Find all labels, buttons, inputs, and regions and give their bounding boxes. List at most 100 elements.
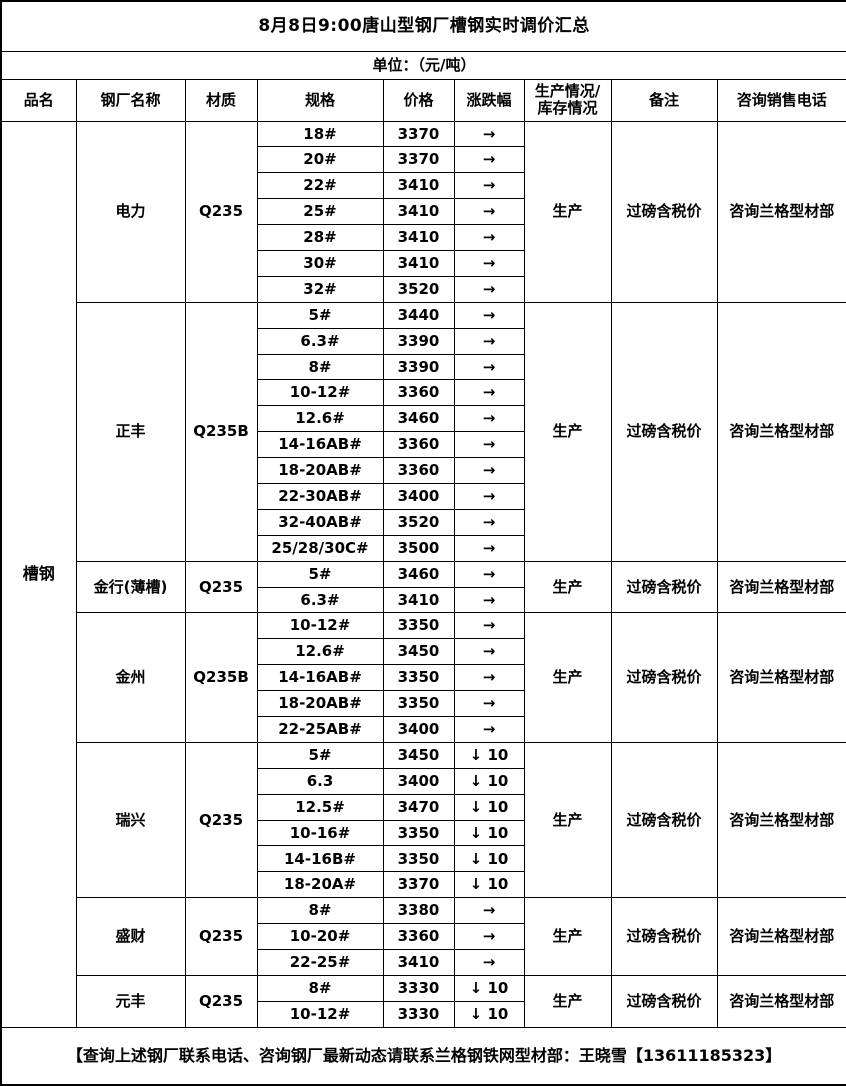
- table-row: 14-16B# 3350 ↓ 10: [1, 845, 846, 873]
- price-cell: 3470: [382, 793, 455, 821]
- col-header-product: 品名: [0, 78, 77, 122]
- change-cell: →: [453, 120, 525, 148]
- table-row: 14-16AB# 3350 →: [1, 664, 846, 692]
- factory-name-cell: 金州: [75, 612, 186, 743]
- table-row: 25/28/30C# 3500 →: [1, 534, 846, 562]
- table-row: 正丰 Q235B 5# 3440 → 生产 过磅含税价 咨询兰格型材部: [1, 301, 846, 562]
- spec-cell: 32#: [256, 275, 384, 303]
- change-cell: ↓ 10: [453, 741, 525, 769]
- production-status-cell: 生产: [523, 301, 612, 562]
- change-cell: →: [453, 405, 525, 433]
- phone-cell: 咨询兰格型材部: [716, 974, 846, 1028]
- price-cell: 3330: [382, 1000, 455, 1028]
- production-status-cell: 生产: [523, 612, 612, 743]
- price-cell: 3380: [382, 897, 455, 925]
- change-cell: →: [453, 664, 525, 692]
- production-status-cell: 生产: [523, 560, 612, 614]
- spec-cell: 22-25#: [256, 949, 384, 976]
- spec-cell: 10-16#: [256, 819, 384, 847]
- spec-cell: 20#: [256, 146, 384, 174]
- price-cell: 3400: [382, 767, 455, 795]
- material-cell: Q235: [184, 974, 258, 1028]
- production-status-cell: 生产: [523, 897, 612, 976]
- col-header-material: 材质: [184, 78, 258, 122]
- table-row: 8# 3390 →: [1, 353, 846, 381]
- remark-cell: 过磅含税价: [610, 974, 718, 1028]
- change-cell: →: [453, 560, 525, 588]
- spec-cell: 18#: [256, 120, 384, 148]
- spec-cell: 22-30AB#: [256, 482, 384, 510]
- price-cell: 3360: [382, 457, 455, 484]
- table-row: 12.6# 3460 →: [1, 405, 846, 433]
- col-header-phone: 咨询销售电话: [716, 78, 846, 122]
- page-title: 8月8日9:00唐山型钢厂槽钢实时调价汇总: [0, 0, 846, 52]
- spec-cell: 14-16AB#: [256, 431, 384, 459]
- change-cell: →: [453, 301, 525, 329]
- change-cell: →: [453, 534, 525, 562]
- change-cell: →: [453, 353, 525, 381]
- price-cell: 3460: [382, 560, 455, 588]
- change-cell: ↓ 10: [453, 845, 525, 873]
- production-status-cell: 生产: [523, 120, 612, 303]
- spec-cell: 25/28/30C#: [256, 534, 384, 562]
- change-cell: →: [453, 275, 525, 303]
- spec-cell: 10-12#: [256, 612, 384, 640]
- spec-cell: 12.6#: [256, 405, 384, 433]
- footer-row: 【查询上述钢厂联系电话、咨询钢厂最新动态请联系兰格钢铁网型材部：王晓雪【1361…: [0, 1026, 846, 1086]
- spec-cell: 32-40AB#: [256, 508, 384, 536]
- price-cell: 3410: [382, 586, 455, 614]
- spec-cell: 18-20A#: [256, 871, 384, 899]
- remark-cell: 过磅含税价: [610, 612, 718, 743]
- table-row: 瑞兴 Q235 5# 3450 ↓ 10 生产 过磅含税价 咨询兰格型材部: [1, 741, 846, 899]
- spec-cell: 12.6#: [256, 638, 384, 666]
- phone-cell: 咨询兰格型材部: [716, 120, 846, 303]
- price-cell: 3460: [382, 405, 455, 433]
- spec-cell: 18-20AB#: [256, 457, 384, 484]
- unit-label: 单位：（元/吨）: [0, 50, 846, 80]
- change-cell: →: [453, 379, 525, 407]
- price-cell: 3350: [382, 612, 455, 640]
- change-cell: →: [453, 457, 525, 484]
- table-row: 32# 3520 →: [1, 275, 846, 303]
- change-cell: →: [453, 897, 525, 925]
- spec-cell: 8#: [256, 897, 384, 925]
- change-cell: →: [453, 327, 525, 355]
- spec-cell: 5#: [256, 741, 384, 769]
- material-cell: Q235: [184, 560, 258, 614]
- table-row: 30# 3410 →: [1, 249, 846, 277]
- price-cell: 3410: [382, 198, 455, 226]
- remark-cell: 过磅含税价: [610, 120, 718, 303]
- price-cell: 3350: [382, 845, 455, 873]
- change-cell: ↓ 10: [453, 793, 525, 821]
- price-cell: 3330: [382, 974, 455, 1002]
- col-header-spec: 规格: [256, 78, 384, 122]
- spec-cell: 12.5#: [256, 793, 384, 821]
- spec-cell: 22#: [256, 172, 384, 200]
- change-cell: →: [453, 612, 525, 640]
- col-header-price: 价格: [382, 78, 455, 122]
- table-row: 25# 3410 →: [1, 198, 846, 226]
- col-header-remark: 备注: [610, 78, 718, 122]
- material-cell: Q235B: [184, 612, 258, 743]
- phone-cell: 咨询兰格型材部: [716, 612, 846, 743]
- price-cell: 3400: [382, 482, 455, 510]
- table-row: 18-20AB# 3350 →: [1, 690, 846, 717]
- change-cell: →: [453, 224, 525, 251]
- remark-cell: 过磅含税价: [610, 741, 718, 899]
- phone-cell: 咨询兰格型材部: [716, 741, 846, 899]
- material-cell: Q235: [184, 120, 258, 303]
- table-row: 22# 3410 →: [1, 172, 846, 200]
- spec-cell: 10-20#: [256, 923, 384, 950]
- factory-name-cell: 金行(薄槽): [75, 560, 186, 614]
- price-table-body: 槽钢 电力 Q235 18# 3370 → 生产 过磅含税价 咨询兰格型材部 20# 3370 → 22…: [0, 120, 846, 1028]
- change-cell: →: [453, 949, 525, 976]
- spec-cell: 30#: [256, 249, 384, 277]
- price-cell: 3350: [382, 819, 455, 847]
- table-row: 14-16AB# 3360 →: [1, 431, 846, 459]
- factory-name-cell: 瑞兴: [75, 741, 186, 899]
- price-cell: 3450: [382, 741, 455, 769]
- phone-cell: 咨询兰格型材部: [716, 301, 846, 562]
- price-cell: 3520: [382, 275, 455, 303]
- spec-cell: 8#: [256, 353, 384, 381]
- material-cell: Q235: [184, 741, 258, 899]
